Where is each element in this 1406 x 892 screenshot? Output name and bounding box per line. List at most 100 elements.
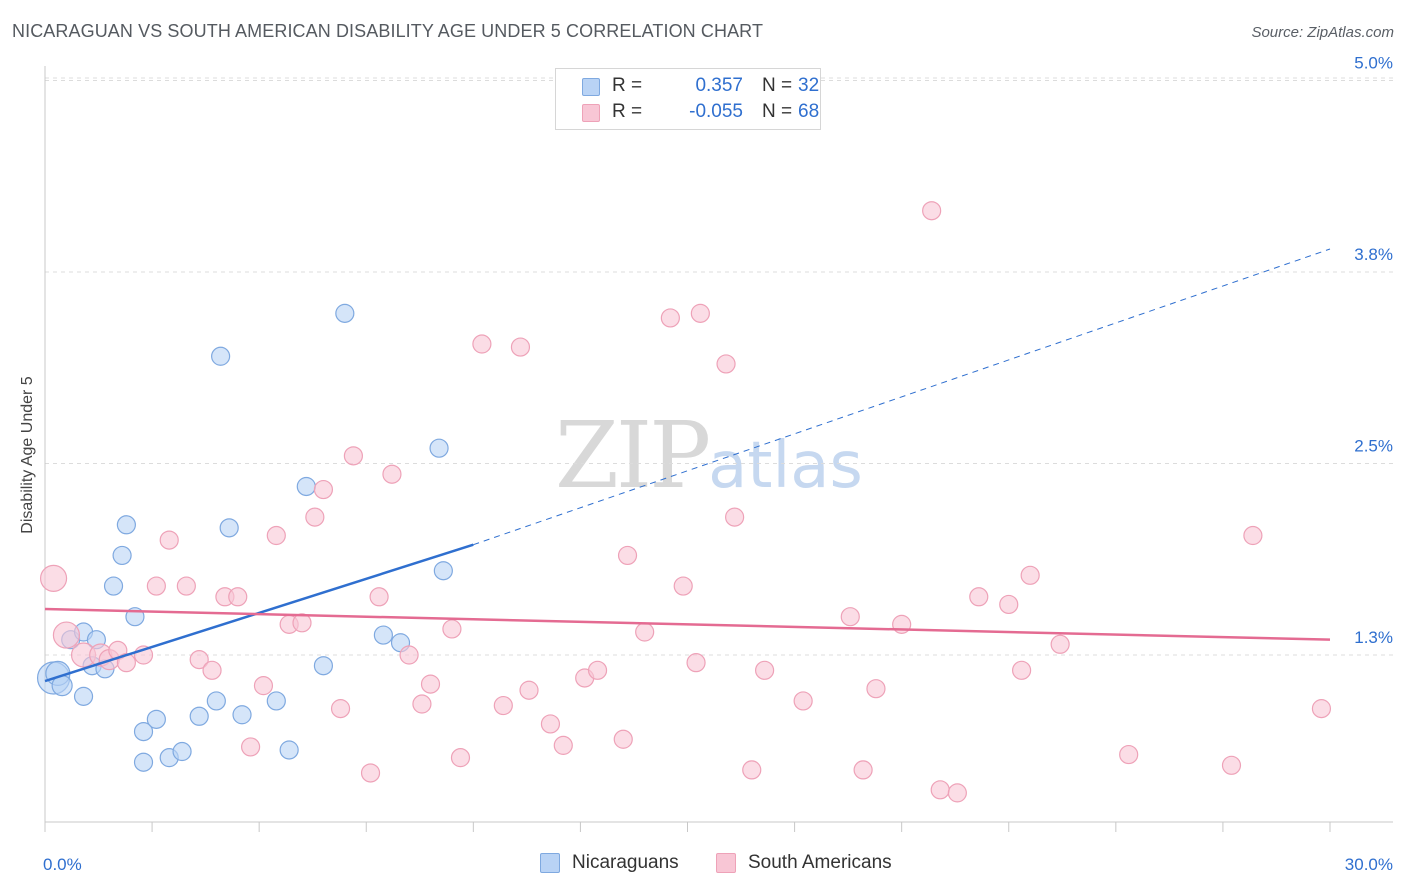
south-american-point [725,507,745,527]
nicaraguan-point [206,691,226,711]
south-american-point [947,783,967,803]
south-american-point [1221,755,1242,775]
south-american-point [159,530,179,550]
bottom-legend-swatch-blue [540,853,560,873]
south-american-point [540,714,561,734]
south-american-point [52,621,81,649]
nicaraguan-point [112,545,132,566]
south-american-point [617,545,638,566]
nicaraguan-point [133,721,154,742]
south-american-point [472,334,492,354]
nicaraguan-point [103,576,124,596]
nicaraguan-point [211,346,231,366]
south-american-point [660,308,680,328]
nicaraguan-point [133,752,154,772]
nicaraguan-point [172,741,192,762]
south-american-point [690,303,710,323]
legend-n-label: N = [762,101,793,122]
legend-r-value: -0.055 [689,101,743,122]
correlation-legend: R = 0.357 N = 32 R = -0.055 N = 68 [555,68,821,130]
nicaraguan-point [219,518,239,538]
nicaraguan-point [116,515,136,535]
south-american-point [442,619,462,639]
south-american-point [1119,744,1139,765]
nicaraguan-point [373,625,393,645]
south-american-point [412,694,432,714]
legend-r-value: 0.357 [695,75,743,96]
south-american-point [420,674,441,694]
nicaraguan-point [146,709,166,729]
y-tick-label: 5.0% [1354,54,1393,73]
south-american-point [330,699,351,719]
south-american-point [587,660,608,680]
south-american-point [360,763,381,783]
nicaraguan-point [189,706,209,726]
south-american-trend-line [44,607,1331,641]
watermark-atlas: atlas [708,429,863,503]
south-american-point [922,201,942,221]
south-american-point [635,622,655,642]
source-label: Source: ZipAtlas.com [1251,24,1394,41]
legend-swatch-blue [582,78,600,96]
bottom-legend-label: South Americans [748,852,892,873]
south-american-point [866,679,886,699]
south-american-point [840,607,860,627]
south-american-point [793,691,813,711]
south-american-point [450,748,471,768]
chart-title: NICARAGUAN VS SOUTH AMERICAN DISABILITY … [12,21,764,41]
south-american-point [382,464,402,484]
nicaraguan-trend-line [44,543,474,683]
south-american-point [146,576,166,596]
y-tick-label: 3.8% [1354,245,1393,264]
nicaraguan-point [279,740,299,760]
legend-r-label: R = [612,75,643,96]
south-american-point [39,564,68,593]
bottom-legend-label: Nicaraguans [572,852,679,873]
legend-n-label: N = [762,75,793,96]
nicaraguan-point [429,438,449,458]
nicaraguan-point [266,691,286,711]
south-american-point [266,525,286,546]
y-tick-label: 1.3% [1354,628,1393,647]
south-american-point [1050,634,1070,654]
watermark-zip: ZIP [555,402,711,509]
south-american-point [1243,525,1263,546]
south-american-point [1311,699,1332,719]
nicaraguan-point [433,561,453,581]
nicaraguan-point [335,303,355,323]
nicaraguan-point [296,476,316,497]
y-tick-label: 2.5% [1354,437,1393,456]
south-american-point [553,735,573,755]
south-american-point [228,587,248,607]
south-american-point [1011,660,1032,680]
nicaraguan-point [232,705,252,725]
south-american-point [510,337,531,357]
legend-n-value: 68 [798,101,820,122]
south-american-point [493,695,513,716]
bottom-legend-swatch-pink [716,853,736,873]
south-american-point [519,680,539,700]
south-american-point [613,729,633,749]
south-american-point [742,760,762,780]
legend-swatch-pink [582,104,600,122]
nicaraguan-point [73,686,94,706]
south-american-point [189,649,209,670]
south-american-point [716,354,736,374]
south-american-point [343,446,363,466]
south-american-point [369,587,389,607]
south-american-point [399,645,419,665]
south-american-point [969,587,989,607]
south-american-point [305,507,325,527]
nicaraguan-point [313,656,334,676]
south-american-point [930,780,950,800]
south-american-point [116,653,136,673]
south-american-point [202,660,222,680]
south-american-point [1020,565,1040,585]
south-american-point [686,653,706,673]
x-tick-label: 30.0% [1345,855,1393,874]
south-american-point [754,660,775,680]
south-american-point [853,760,873,780]
south-american-point [292,613,312,633]
legend-r-label: R = [612,101,643,122]
x-tick-label: 0.0% [43,855,82,874]
